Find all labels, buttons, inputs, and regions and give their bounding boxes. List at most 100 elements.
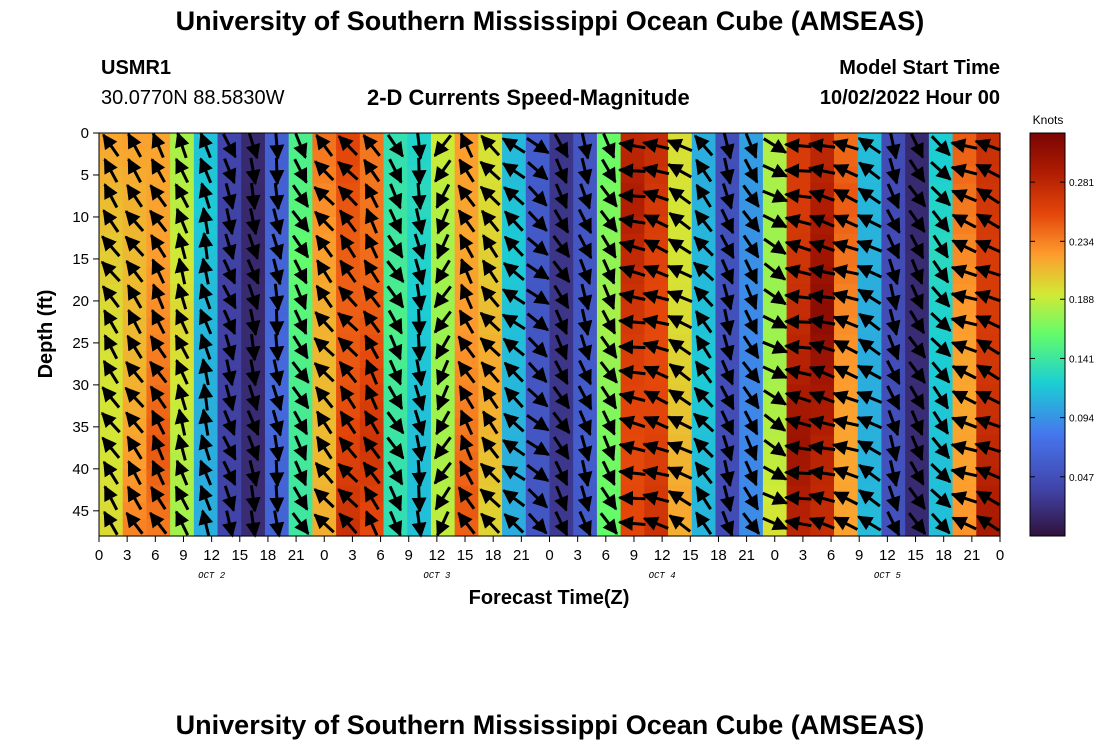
heat-cell xyxy=(146,401,171,420)
heat-cell xyxy=(454,502,479,520)
current-arrow xyxy=(909,435,924,462)
current-arrow xyxy=(950,314,978,330)
current-arrow xyxy=(269,510,285,538)
heat-cell xyxy=(834,149,859,168)
heat-cell xyxy=(762,149,788,168)
current-arrow xyxy=(388,183,403,210)
current-arrow xyxy=(784,415,812,431)
current-arrow xyxy=(808,189,835,204)
current-arrow xyxy=(502,337,525,357)
current-arrow xyxy=(856,390,883,405)
heat-cell xyxy=(596,300,622,319)
current-arrow xyxy=(222,259,237,285)
current-arrow xyxy=(527,185,548,207)
heat-cell xyxy=(478,401,503,420)
current-arrow xyxy=(856,213,882,229)
heat-cell xyxy=(620,485,645,504)
current-arrow xyxy=(667,238,692,255)
heat-cell xyxy=(786,485,811,504)
current-arrow xyxy=(932,385,950,410)
current-arrow xyxy=(269,182,285,211)
current-arrow xyxy=(930,512,951,535)
current-arrow xyxy=(808,415,836,431)
current-arrow xyxy=(858,464,881,482)
current-arrow xyxy=(975,338,1000,356)
current-arrow xyxy=(618,415,646,430)
heat-cell xyxy=(786,351,811,369)
current-arrow xyxy=(293,309,308,336)
current-arrow xyxy=(316,259,333,284)
heat-cell xyxy=(620,250,645,268)
current-arrow xyxy=(222,233,237,261)
current-arrow xyxy=(930,337,952,358)
current-arrow xyxy=(763,262,787,281)
current-arrow xyxy=(174,485,190,511)
heat-cell xyxy=(359,452,385,470)
heat-cell xyxy=(881,351,906,369)
current-arrow xyxy=(950,289,978,305)
heat-cell xyxy=(525,452,551,470)
current-arrow xyxy=(503,186,525,206)
current-arrow xyxy=(480,512,501,534)
heat-cell xyxy=(857,200,883,218)
heat-cell xyxy=(288,250,313,268)
current-arrow xyxy=(315,410,333,435)
heat-cell xyxy=(620,351,645,369)
current-arrow xyxy=(269,233,284,261)
current-arrow xyxy=(125,411,144,434)
current-arrow xyxy=(642,289,670,305)
heat-cell xyxy=(525,300,551,319)
current-arrow xyxy=(886,511,901,537)
current-arrow xyxy=(744,259,759,285)
current-arrow xyxy=(502,489,526,508)
heat-cell xyxy=(976,452,1001,470)
current-arrow xyxy=(269,459,285,488)
heat-cell xyxy=(786,149,811,168)
current-arrow xyxy=(459,460,474,486)
current-arrow xyxy=(411,334,427,362)
heat-cell xyxy=(739,300,764,319)
current-arrow xyxy=(694,360,713,384)
current-arrow xyxy=(269,308,285,337)
current-arrow xyxy=(950,491,978,506)
heat-cell xyxy=(288,452,313,470)
heat-cell xyxy=(146,351,171,369)
current-arrow xyxy=(338,512,358,535)
current-arrow xyxy=(931,436,951,460)
heat-cell xyxy=(312,401,337,420)
current-arrow xyxy=(694,461,713,485)
current-arrow xyxy=(807,289,836,305)
current-arrow xyxy=(720,259,735,285)
current-arrow xyxy=(833,188,859,204)
current-arrow xyxy=(832,164,859,178)
current-arrow xyxy=(364,358,379,385)
current-arrow xyxy=(245,460,261,488)
current-arrow xyxy=(577,334,593,361)
current-arrow xyxy=(618,138,646,154)
current-arrow xyxy=(338,285,358,308)
heat-cell xyxy=(834,351,859,369)
x-tick-label: 15 xyxy=(907,547,924,564)
current-arrow xyxy=(125,361,144,384)
x-tick-label: 12 xyxy=(203,547,220,564)
current-arrow xyxy=(600,385,618,410)
heat-cell xyxy=(786,401,811,420)
current-arrow xyxy=(314,461,334,484)
current-arrow xyxy=(221,359,237,387)
current-arrow xyxy=(907,335,927,359)
current-arrow xyxy=(269,132,285,160)
heat-cell xyxy=(952,250,977,268)
current-arrow xyxy=(174,232,190,260)
heat-cell xyxy=(383,502,408,520)
current-arrow xyxy=(411,384,427,412)
current-arrow xyxy=(930,462,952,484)
current-arrow xyxy=(339,385,357,410)
heat-cell xyxy=(644,502,669,520)
heat-cell xyxy=(122,351,148,369)
current-arrow xyxy=(577,157,593,185)
y-tick-label: 45 xyxy=(72,503,89,520)
heat-cell xyxy=(644,452,669,470)
x-tick-label: 0 xyxy=(771,547,779,564)
heat-cell xyxy=(644,300,669,319)
heat-cell xyxy=(810,149,835,168)
